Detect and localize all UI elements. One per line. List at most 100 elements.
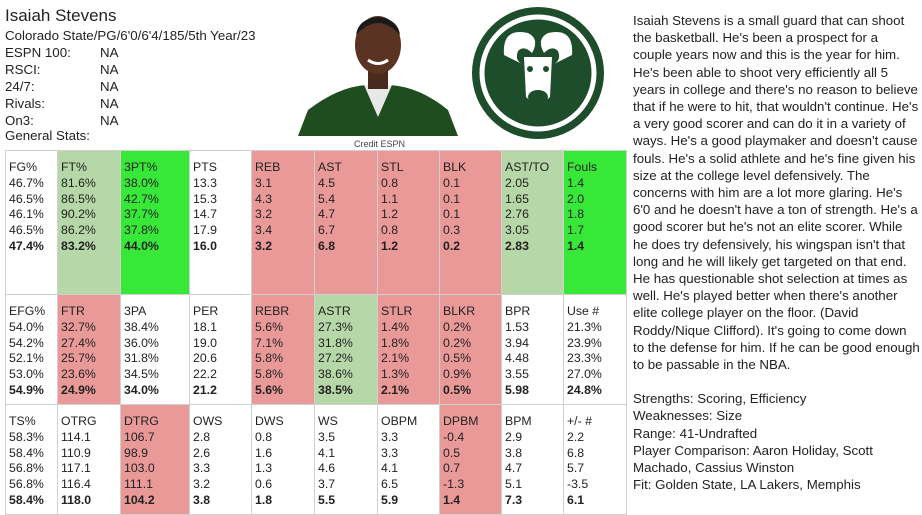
stat-total: 6.8	[318, 238, 336, 253]
ranking-value: NA	[100, 62, 119, 77]
stat-header: FT%	[61, 160, 87, 174]
stat-value: 3.3	[381, 429, 399, 444]
stat-value: 3.55	[505, 367, 529, 382]
profile-line: Player Comparison: Aaron Holiday, Scott …	[633, 442, 873, 476]
stat-value: 22.2	[193, 367, 217, 382]
stat-header: TS%	[9, 414, 36, 428]
profile-line: Weaknesses: Size	[633, 408, 743, 424]
player-photo	[298, 5, 458, 136]
stat-header: STLR	[381, 304, 413, 318]
stat-value: 106.7	[124, 429, 155, 444]
stat-value: 56.8%	[9, 461, 44, 476]
stat-value: 0.2%	[443, 319, 472, 334]
stat-value: 2.0	[567, 191, 585, 206]
stat-total: 24.8%	[567, 382, 602, 397]
stat-total: 0.5%	[443, 382, 472, 397]
stat-value: 0.8	[381, 223, 399, 238]
stat-value: 3.8	[505, 445, 523, 460]
stat-value: 18.1	[193, 319, 217, 334]
stat-header: EFG%	[9, 304, 46, 318]
stat-value: 0.1	[443, 191, 461, 206]
stat-value: 17.9	[193, 223, 217, 238]
stat-value: -3.5	[567, 477, 589, 492]
photo-credit: Credit ESPN	[354, 139, 406, 149]
stat-header: REB	[255, 160, 281, 174]
stat-value: 38.6%	[318, 367, 353, 382]
stat-header: BLKR	[443, 304, 476, 318]
stat-cell: BPR 1.53 3.94 4.48 3.55 5.98	[502, 295, 564, 405]
stat-cell: WS 3.5 4.1 4.6 3.7 5.5	[315, 405, 378, 515]
stat-value: 23.9%	[567, 335, 602, 350]
ranking-value: NA	[100, 113, 119, 128]
stat-value: 6.8	[567, 445, 585, 460]
scouting-report: Isaiah Stevens is a small guard that can…	[633, 12, 920, 493]
stat-value: 46.1%	[9, 207, 44, 222]
stat-total: 38.5%	[318, 382, 353, 397]
stat-cell: BLK 0.1 0.1 0.1 0.3 0.2	[440, 150, 502, 295]
stat-total: 7.3	[505, 492, 523, 507]
stat-cell: FG% 46.7% 46.5% 46.1% 46.5% 47.4%	[5, 150, 58, 295]
stat-value: 3.3	[381, 445, 399, 460]
profile-list: Strengths: Scoring, Efficiency Weaknesses…	[633, 390, 920, 493]
ranking-value: NA	[100, 45, 119, 60]
stat-value: 36.0%	[124, 335, 159, 350]
stat-cell: BPM 2.9 3.8 4.7 5.1 7.3	[502, 405, 564, 515]
stat-total: 3.2	[255, 238, 273, 253]
stat-value: 2.9	[505, 429, 523, 444]
stat-value: 5.7	[567, 461, 585, 476]
stat-value: 38.0%	[124, 175, 159, 190]
stat-value: 46.7%	[9, 175, 44, 190]
stat-value: 110.9	[61, 445, 91, 460]
stat-cell: OWS 2.8 2.6 3.3 3.2 3.8	[190, 405, 252, 515]
stat-header: 3PT%	[124, 160, 158, 174]
stat-value: 114.1	[61, 429, 91, 444]
stat-value: 5.1	[505, 477, 523, 492]
stat-value: -0.4	[443, 429, 465, 444]
stat-total: 5.98	[505, 382, 529, 397]
stat-value: -1.3	[443, 477, 465, 492]
stat-value: 1.4%	[381, 319, 410, 334]
stat-total: 1.4	[443, 492, 461, 507]
stat-value: 3.2	[193, 477, 211, 492]
stat-value: 5.4	[318, 191, 336, 206]
stat-value: 6.7	[318, 223, 336, 238]
stat-total: 2.83	[505, 238, 529, 253]
stat-value: 4.7	[505, 461, 523, 476]
stat-header: AST	[318, 160, 342, 174]
stat-header: Use #	[567, 304, 600, 318]
stat-total: 5.6%	[255, 382, 284, 397]
stat-value: 1.3%	[381, 367, 410, 382]
stat-value: 3.2	[255, 207, 273, 222]
stat-value: 27.4%	[61, 335, 96, 350]
stat-value: 4.7	[318, 207, 336, 222]
ranking-value: NA	[100, 96, 119, 111]
stat-value: 31.8%	[318, 335, 353, 350]
stat-value: 2.6	[193, 445, 211, 460]
stat-header: Fouls	[567, 160, 598, 174]
stat-value: 2.2	[567, 429, 585, 444]
stat-value: 1.1	[381, 191, 399, 206]
stat-value: 4.1	[318, 445, 336, 460]
stat-value: 1.7	[567, 223, 585, 238]
stat-value: 19.0	[193, 335, 217, 350]
stat-header: +/- #	[567, 414, 592, 428]
stat-value: 0.3	[443, 223, 461, 238]
stat-cell: AST 4.5 5.4 4.7 6.7 6.8	[315, 150, 378, 295]
stat-value: 52.1%	[9, 351, 44, 366]
profile-line: Strengths: Scoring, Efficiency	[633, 391, 807, 407]
stat-value: 37.7%	[124, 207, 159, 222]
stat-cell: EFG% 54.0% 54.2% 52.1% 53.0% 54.9%	[5, 295, 58, 405]
stat-value: 21.3%	[567, 319, 602, 334]
stat-header: DPBM	[443, 414, 479, 428]
stat-total: 24.9%	[61, 382, 96, 397]
stat-cell: +/- #2.2 6.8 5.7 -3.5 6.1	[564, 405, 627, 515]
stat-value: 23.6%	[61, 367, 96, 382]
stat-total: 54.9%	[9, 382, 44, 397]
stat-value: 4.5	[318, 175, 336, 190]
stat-value: 1.53	[505, 319, 529, 334]
stat-value: 31.8%	[124, 351, 159, 366]
stat-header: ASTR	[318, 304, 351, 318]
stat-total: 44.0%	[124, 238, 159, 253]
stat-value: 116.4	[61, 477, 91, 492]
